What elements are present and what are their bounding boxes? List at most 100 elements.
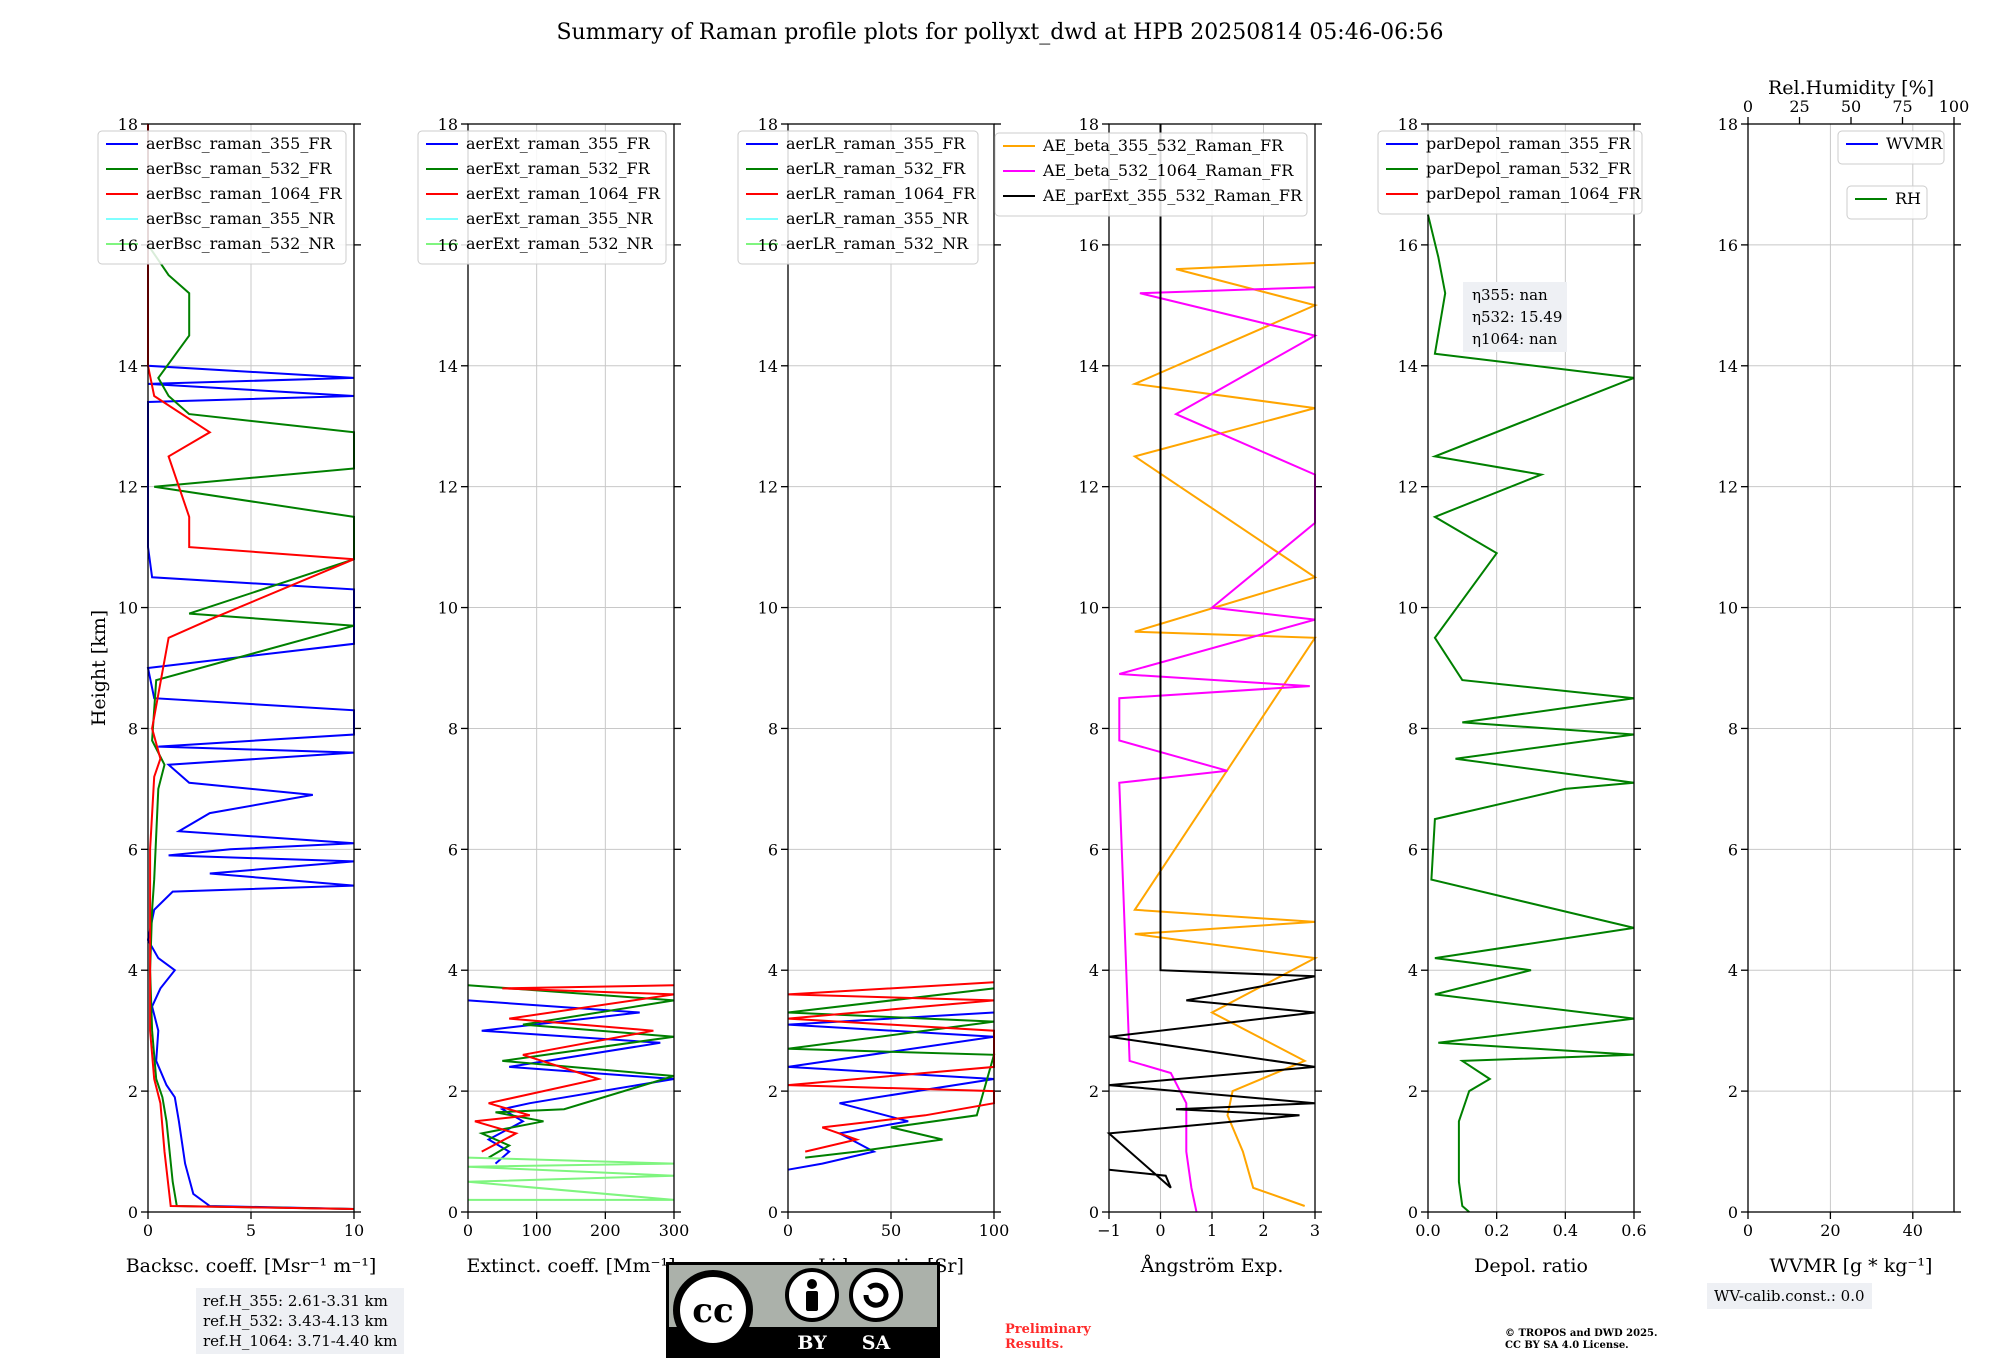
top-tick-label: 75 — [1892, 97, 1912, 116]
y-tick-label: 16 — [118, 236, 138, 255]
legend-box — [417, 130, 667, 265]
legend-entry: AE_beta_355_532_Raman_FR — [1042, 136, 1284, 155]
x-tick-label: 0.4 — [1553, 1221, 1578, 1240]
y-tick-label: 16 — [758, 236, 778, 255]
x-axis-label: Extinct. coeff. [Mm⁻¹] — [466, 1255, 675, 1277]
sa-label: SA — [862, 1332, 891, 1354]
y-tick-label: 6 — [448, 840, 458, 859]
preliminary-line-2: Results. — [1005, 1337, 1064, 1352]
y-tick-label: 10 — [1718, 599, 1738, 618]
y-tick-label: 18 — [1079, 115, 1099, 134]
figure-title: Summary of Raman profile plots for polly… — [556, 20, 1444, 45]
x-tick-label: 0.0 — [1415, 1221, 1440, 1240]
legend-entry: aerExt_raman_355_NR — [466, 209, 654, 228]
y-tick-label: 18 — [1398, 115, 1418, 134]
series-line-aerExt_raman_1064_FR — [474, 984, 675, 1153]
x-tick-label: 0 — [143, 1221, 153, 1240]
by-person-head — [807, 1279, 817, 1289]
legend-entry: aerLR_raman_1064_FR — [786, 184, 976, 203]
annotation-eta355: η355: nan — [1472, 286, 1548, 304]
y-tick-label: 10 — [1079, 599, 1099, 618]
y-tick-label: 0 — [448, 1203, 458, 1222]
y-tick-label: 0 — [1408, 1203, 1418, 1222]
legend-entry: aerLR_raman_355_FR — [786, 134, 966, 153]
x-tick-label: 300 — [659, 1221, 690, 1240]
copyright-line-2: CC BY SA 4.0 License. — [1505, 1340, 1629, 1351]
legend-entry: parDepol_raman_532_FR — [1426, 159, 1632, 178]
panel-lr — [737, 123, 1001, 1219]
legend-entry: parDepol_raman_355_FR — [1426, 134, 1632, 153]
x-tick-label: 0.6 — [1621, 1221, 1646, 1240]
preliminary-line-1: Preliminary — [1005, 1322, 1091, 1337]
y-tick-label: 12 — [118, 478, 138, 497]
series-line-aerLR_raman_355_FR — [787, 1011, 995, 1171]
legend-entry: aerExt_raman_532_FR — [466, 159, 651, 178]
y-tick-label: 2 — [1089, 1082, 1099, 1101]
top-tick-label: 50 — [1841, 97, 1861, 116]
depol-annotation-box — [1463, 282, 1567, 352]
x-tick-label: 0 — [1743, 1221, 1753, 1240]
y-tick-label: 2 — [1728, 1082, 1738, 1101]
refh-532-text: ref.H_532: 3.43-4.13 km — [203, 1312, 388, 1330]
y-tick-label: 10 — [438, 599, 458, 618]
y-tick-label: 14 — [118, 357, 138, 376]
y-tick-label: 8 — [768, 719, 778, 738]
top-tick-label: 0 — [1743, 97, 1753, 116]
top-tick-label: 25 — [1789, 97, 1809, 116]
y-tick-label: 12 — [1718, 478, 1738, 497]
series-line-aerExt_raman_532_NR — [467, 1156, 675, 1201]
axes-frame — [147, 123, 355, 1213]
x-tick-label: 0 — [1155, 1221, 1165, 1240]
x-tick-label: 0 — [463, 1221, 473, 1240]
legend-entry: aerLR_raman_532_NR — [786, 234, 969, 253]
y-tick-label: 4 — [1408, 961, 1418, 980]
refh-1064-text: ref.H_1064: 3.71-4.40 km — [203, 1332, 398, 1350]
x-axis-label: Backsc. coeff. [Msr⁻¹ m⁻¹] — [126, 1255, 377, 1277]
legend-entry: WVMR — [1886, 134, 1943, 153]
legend-2-entry: RH — [1895, 189, 1921, 208]
refh-355-text: ref.H_355: 2.61-3.31 km — [203, 1292, 388, 1310]
y-tick-label: 14 — [1398, 357, 1418, 376]
legend-box — [994, 132, 1308, 217]
cc-icon-text: cc — [692, 1291, 733, 1331]
y-tick-label: 16 — [438, 236, 458, 255]
y-tick-label: 6 — [1089, 840, 1099, 859]
axes-frame — [787, 123, 995, 1213]
y-tick-label: 16 — [1718, 236, 1738, 255]
y-tick-label: 6 — [768, 840, 778, 859]
series-line-aerExt_raman_355_FR — [467, 999, 675, 1165]
x-axis-label: WVMR [g * kg⁻¹] — [1770, 1255, 1933, 1277]
y-tick-label: 12 — [758, 478, 778, 497]
y-tick-label: 14 — [438, 357, 458, 376]
y-tick-label: 14 — [1718, 357, 1738, 376]
legend-entry: aerBsc_raman_355_FR — [146, 134, 332, 153]
y-tick-label: 16 — [1398, 236, 1418, 255]
series-line-parDepol_raman_532_FR — [1427, 214, 1635, 1213]
series-line-aerLR_raman_532_FR — [787, 987, 996, 1159]
series-line-AE_beta_355_532_Raman_FR — [1131, 262, 1319, 1207]
y-tick-label: 2 — [128, 1082, 138, 1101]
x-tick-label: −1 — [1097, 1221, 1121, 1240]
y-tick-label: 12 — [438, 478, 458, 497]
legend-entry: aerExt_raman_1064_FR — [466, 184, 661, 203]
series-line-aerExt_raman_532_FR — [467, 984, 675, 1159]
y-tick-label: 2 — [1408, 1082, 1418, 1101]
y-tick-label: 12 — [1079, 478, 1099, 497]
legend-entry: aerExt_raman_532_NR — [466, 234, 654, 253]
y-tick-label: 6 — [1408, 840, 1418, 859]
legend-entry: aerBsc_raman_532_NR — [146, 234, 335, 253]
cc-license-badge: cc BY SA — [666, 1262, 940, 1358]
legend-box — [1377, 130, 1643, 215]
legend-entry: parDepol_raman_1064_FR — [1426, 184, 1642, 203]
x-tick-label: 0.2 — [1484, 1221, 1509, 1240]
annotation-eta532: η532: 15.49 — [1472, 308, 1562, 326]
copyright-notice: © TROPOS and DWD 2025. CC BY SA 4.0 Lice… — [1505, 1328, 1657, 1352]
y-tick-label: 4 — [128, 961, 138, 980]
y-tick-label: 8 — [128, 719, 138, 738]
y-tick-label: 4 — [448, 961, 458, 980]
x-tick-label: 200 — [590, 1221, 621, 1240]
by-person-body — [806, 1291, 818, 1311]
y-tick-label: 6 — [1728, 840, 1738, 859]
y-tick-label: 4 — [1728, 961, 1738, 980]
